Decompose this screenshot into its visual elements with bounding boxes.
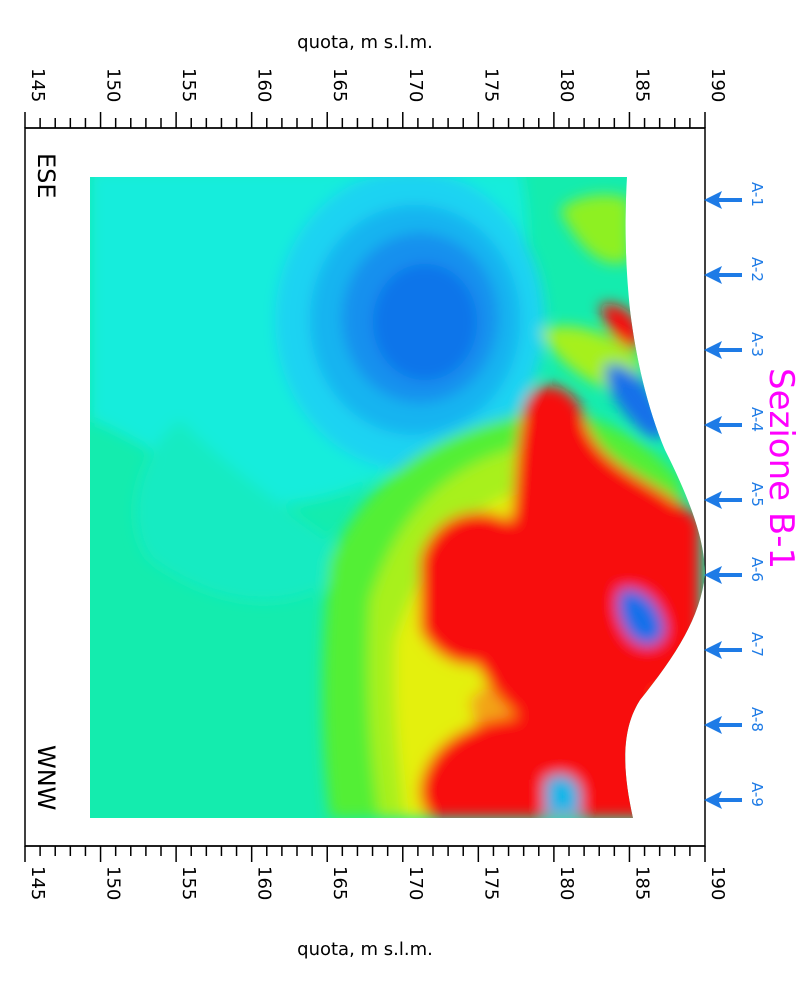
label-ese: ESE: [32, 153, 60, 199]
borehole-label: A-4: [748, 407, 766, 432]
top-axis-tick-label: 170: [405, 68, 426, 102]
borehole-label: A-3: [748, 332, 766, 357]
label-wnw: WNW: [32, 745, 60, 810]
borehole-label: A-9: [748, 782, 766, 807]
borehole-arrow-icon: [704, 266, 742, 284]
bottom-axis-tick-label: 175: [480, 866, 501, 900]
borehole-arrow-icon: [704, 566, 742, 584]
top-axis-tick-label: 175: [480, 68, 501, 102]
top-axis-tick-label: 190: [707, 68, 728, 102]
top-axis-tick-label: 150: [103, 68, 124, 102]
borehole-label: A-8: [748, 707, 766, 732]
borehole-label: A-7: [748, 632, 766, 657]
borehole-arrow-icon: [704, 491, 742, 509]
borehole-markers: A-1 A-2 A-3 A-4 A-5 A-6 A-7 A-8 A-9: [704, 182, 766, 809]
bottom-axis-tick-label: 185: [631, 866, 652, 900]
borehole-label: A-2: [748, 257, 766, 282]
borehole-label: A-1: [748, 182, 766, 207]
axis-label-top: quota, m s.l.m.: [297, 32, 433, 53]
bottom-axis-tick-label: 190: [707, 866, 728, 900]
bottom-axis-tick-label: 170: [405, 866, 426, 900]
bottom-axis-tick-label: 165: [329, 866, 350, 900]
bottom-ruler: 145 150 155 160 165 170 175 180 185 190: [24, 845, 728, 900]
top-axis-tick-label: 145: [27, 68, 48, 102]
borehole-label: A-5: [748, 482, 766, 507]
top-axis-tick-label: 185: [631, 68, 652, 102]
borehole-label: A-6: [748, 557, 766, 582]
section-title: Sezione B-1: [761, 368, 801, 569]
borehole-arrow-icon: [704, 191, 742, 209]
bottom-axis-tick-label: 160: [254, 866, 275, 900]
top-axis-tick-label: 165: [329, 68, 350, 102]
top-ruler: 145 150 155 160 165 170 175 180 185 190: [24, 68, 728, 129]
bottom-axis-tick-label: 150: [103, 866, 124, 900]
borehole-arrow-icon: [704, 341, 742, 359]
borehole-arrow-icon: [704, 416, 742, 434]
top-axis-tick-label: 160: [254, 68, 275, 102]
resistivity-map: [90, 177, 705, 818]
borehole-arrow-icon: [704, 791, 742, 809]
borehole-arrow-icon: [704, 716, 742, 734]
axis-label-bottom: quota, m s.l.m.: [297, 939, 433, 960]
bottom-axis-tick-label: 155: [178, 866, 199, 900]
top-axis-tick-label: 155: [178, 68, 199, 102]
borehole-arrow-icon: [704, 641, 742, 659]
top-axis-tick-label: 180: [556, 68, 577, 102]
bottom-axis-tick-label: 180: [556, 866, 577, 900]
bottom-axis-tick-label: 145: [27, 866, 48, 900]
